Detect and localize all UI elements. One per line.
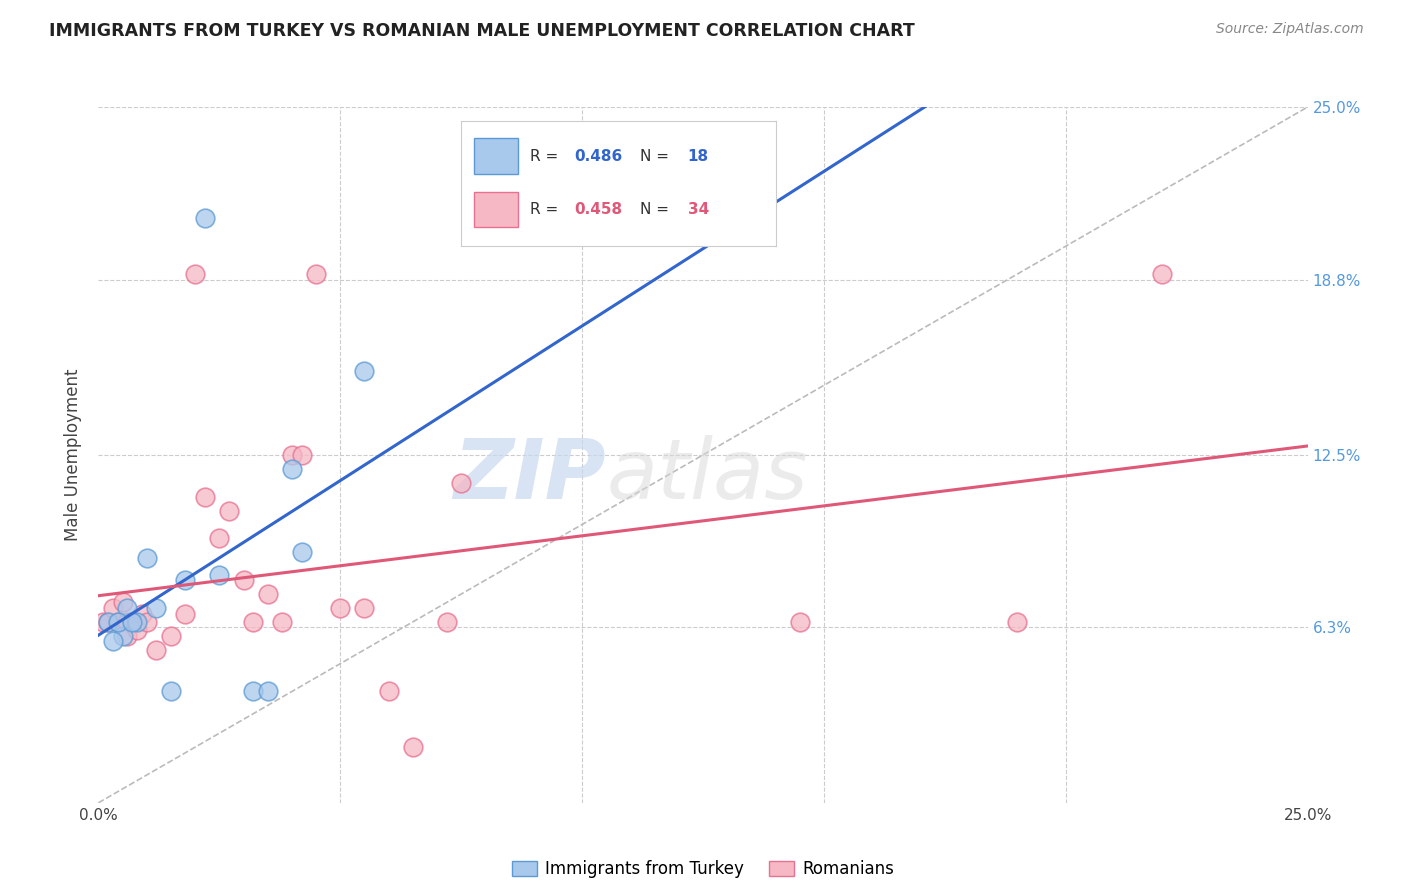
Point: [1152, 267, 1174, 281]
Point: [353, 601, 375, 615]
Legend: Immigrants from Turkey, Romanians: Immigrants from Turkey, Romanians: [505, 854, 901, 885]
Point: [117, 601, 139, 615]
Point: [184, 267, 207, 281]
Point: [160, 684, 183, 698]
Point: [218, 503, 240, 517]
Point: [101, 634, 124, 648]
Point: [174, 607, 197, 621]
Point: [436, 615, 458, 629]
Point: [290, 448, 312, 462]
Point: [208, 532, 231, 546]
Text: IMMIGRANTS FROM TURKEY VS ROMANIAN MALE UNEMPLOYMENT CORRELATION CHART: IMMIGRANTS FROM TURKEY VS ROMANIAN MALE …: [49, 22, 915, 40]
Point: [208, 567, 231, 582]
Point: [329, 601, 352, 615]
Text: Source: ZipAtlas.com: Source: ZipAtlas.com: [1216, 22, 1364, 37]
Point: [353, 364, 375, 378]
Y-axis label: Male Unemployment: Male Unemployment: [65, 368, 83, 541]
Point: [117, 629, 139, 643]
Point: [111, 595, 134, 609]
Point: [305, 267, 328, 281]
Point: [290, 545, 312, 559]
Point: [194, 490, 217, 504]
Point: [281, 462, 304, 476]
Point: [242, 615, 264, 629]
Point: [97, 615, 120, 629]
Point: [97, 615, 120, 629]
Point: [160, 629, 183, 643]
Point: [127, 615, 149, 629]
Point: [242, 684, 264, 698]
Point: [256, 587, 278, 601]
Point: [377, 684, 399, 698]
Point: [232, 573, 254, 587]
Point: [256, 684, 278, 698]
Point: [194, 211, 217, 226]
Point: [121, 615, 143, 629]
Point: [107, 615, 129, 629]
Point: [1007, 615, 1029, 629]
Point: [117, 615, 139, 629]
Text: atlas: atlas: [606, 435, 808, 516]
Point: [127, 624, 149, 638]
Point: [145, 601, 167, 615]
Text: ZIP: ZIP: [454, 435, 606, 516]
Point: [91, 615, 114, 629]
Point: [101, 601, 124, 615]
Point: [135, 550, 157, 565]
Point: [121, 615, 143, 629]
Point: [131, 607, 153, 621]
Point: [107, 615, 129, 629]
Point: [789, 615, 811, 629]
Point: [450, 475, 472, 490]
Point: [281, 448, 304, 462]
Point: [174, 573, 197, 587]
Point: [402, 740, 425, 755]
Point: [145, 642, 167, 657]
Point: [135, 615, 157, 629]
Point: [111, 629, 134, 643]
Point: [271, 615, 294, 629]
